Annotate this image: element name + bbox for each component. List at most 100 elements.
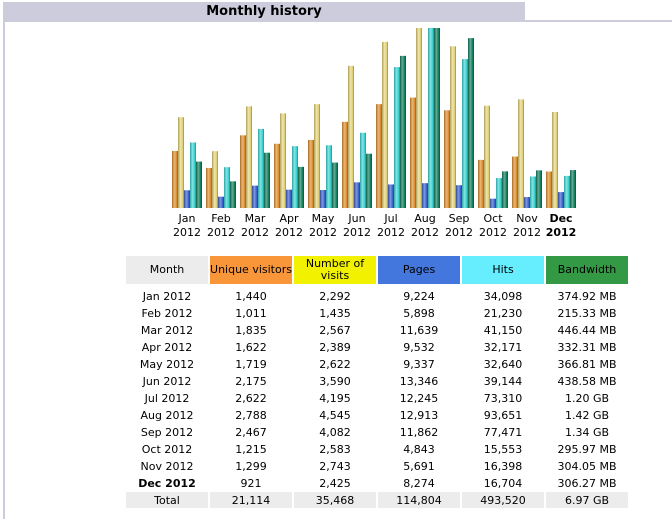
x-tick-year: 2012 (479, 226, 507, 239)
bar-pages-sep-2012 (456, 185, 462, 208)
cell-pages: 5,691 (403, 460, 435, 473)
cell-visits: 2,389 (319, 341, 351, 354)
bar-bandwidth-apr-2012 (298, 166, 304, 208)
x-tick-month: Dec (549, 212, 573, 225)
x-tick-label: May 2012 (305, 212, 341, 240)
cell-unique-visitors: 1,011 (235, 307, 267, 320)
cell-bandwidth: 366.81 MB (557, 358, 617, 371)
bar-visits-jul-2012 (382, 41, 388, 208)
bar-hits-nov-2012 (530, 176, 536, 208)
cell-visits: 3,590 (319, 375, 351, 388)
cell-visits: 2,583 (319, 443, 351, 456)
bar-unique-sep-2012 (444, 110, 450, 208)
header-bandwidth: Bandwidth (546, 256, 628, 288)
cell-unique-visitors: 921 (240, 477, 262, 490)
bar-pages-oct-2012 (490, 198, 496, 208)
cell-month: Feb 2012 (141, 307, 193, 320)
cell-hits: 93,651 (483, 409, 523, 422)
cell-pages: 12,913 (399, 409, 439, 422)
cell-visits: 4,082 (319, 426, 351, 439)
bar-hits-jun-2012 (360, 132, 366, 208)
cell-bandwidth: 1.42 GB (564, 409, 610, 422)
cell-pages: 8,274 (403, 477, 435, 490)
cell-visits: 2,292 (319, 290, 351, 303)
cell-hits: 32,171 (483, 341, 523, 354)
header-hits: Hits (462, 256, 544, 288)
bar-bandwidth-oct-2012 (502, 171, 508, 208)
x-tick-month: Oct (483, 212, 503, 225)
cell-month: Jun 2012 (142, 375, 192, 388)
bar-hits-aug-2012 (428, 28, 434, 208)
cell-pages: 11,862 (399, 426, 439, 439)
bar-bandwidth-mar-2012 (264, 152, 270, 208)
table-row: Jul 2012 2,622 4,195 12,245 73,310 1.20 GB (126, 390, 628, 407)
bar-visits-apr-2012 (280, 113, 286, 208)
bar-unique-aug-2012 (410, 97, 416, 208)
bar-visits-mar-2012 (246, 106, 252, 208)
bar-unique-dec-2012 (546, 171, 552, 208)
cell-bandwidth: 306.27 MB (557, 477, 617, 490)
table-row: Mar 2012 1,835 2,567 11,639 41,150 446.44 MB (126, 322, 628, 339)
total-visits: 35,468 (294, 492, 376, 508)
x-tick-month: Feb (211, 212, 231, 225)
bar-visits-may-2012 (314, 104, 320, 208)
table-row: Jan 2012 1,440 2,292 9,224 34,098 374.92 MB (126, 288, 628, 305)
cell-visits: 2,425 (319, 477, 351, 490)
x-tick-year: 2012 (545, 226, 577, 239)
cell-bandwidth: 215.33 MB (557, 307, 617, 320)
bar-bandwidth-aug-2012 (434, 28, 440, 208)
bar-unique-mar-2012 (240, 135, 246, 208)
bar-pages-mar-2012 (252, 185, 258, 208)
x-tick-year: 2012 (173, 226, 201, 239)
monthly-stats-table: Month Unique visitors Number of visits P… (124, 256, 630, 508)
cell-hits: 39,144 (483, 375, 523, 388)
x-tick-month: Jul (384, 212, 398, 225)
cell-unique-visitors: 2,788 (235, 409, 267, 422)
x-tick-year: 2012 (207, 226, 235, 239)
cell-visits: 2,743 (319, 460, 351, 473)
cell-pages: 9,337 (403, 358, 435, 371)
x-tick-year: 2012 (377, 226, 405, 239)
table-row: Aug 2012 2,788 4,545 12,913 93,651 1.42 GB (126, 407, 628, 424)
cell-unique-visitors: 1,719 (235, 358, 267, 371)
bar-unique-feb-2012 (206, 167, 212, 208)
title-underline (525, 20, 672, 22)
cell-month: Mar 2012 (140, 324, 194, 337)
x-tick-label: Dec 2012 (543, 212, 579, 240)
total-bandwidth: 6.97 GB (546, 492, 628, 508)
section-left-border (3, 22, 5, 519)
bar-pages-dec-2012 (558, 192, 564, 208)
header-pages: Pages (378, 256, 460, 288)
bar-bandwidth-dec-2012 (570, 170, 576, 208)
bar-bandwidth-may-2012 (332, 162, 338, 208)
bar-pages-jul-2012 (388, 184, 394, 208)
x-tick-year: 2012 (309, 226, 337, 239)
cell-bandwidth: 1.34 GB (564, 426, 610, 439)
x-tick-month: Jan (178, 212, 196, 225)
bar-unique-jun-2012 (342, 121, 348, 208)
bar-visits-jun-2012 (348, 65, 354, 209)
bar-visits-aug-2012 (416, 28, 422, 208)
x-tick-month: May (311, 212, 335, 225)
header-unique-visitors: Unique visitors (210, 256, 292, 288)
cell-hits: 15,553 (483, 443, 523, 456)
cell-bandwidth: 304.05 MB (557, 460, 617, 473)
total-month: Total (126, 492, 208, 508)
cell-hits: 16,704 (483, 477, 523, 490)
section-title: Monthly history (206, 4, 322, 19)
cell-month: May 2012 (139, 358, 195, 371)
x-tick-month: Aug (414, 212, 436, 225)
x-tick-year: 2012 (275, 226, 303, 239)
total-row: Total 21,114 35,468 114,804 493,520 6.97 GB (126, 492, 628, 508)
x-tick-year: 2012 (343, 226, 371, 239)
bar-pages-may-2012 (320, 190, 326, 208)
table-header-row: Month Unique visitors Number of visits P… (126, 256, 628, 288)
cell-hits: 41,150 (483, 324, 523, 337)
bar-bandwidth-jan-2012 (196, 161, 202, 208)
total-hits: 493,520 (462, 492, 544, 508)
cell-pages: 9,532 (403, 341, 435, 354)
bar-pages-aug-2012 (422, 183, 428, 208)
bar-bandwidth-nov-2012 (536, 170, 542, 208)
x-tick-label: Oct 2012 (475, 212, 511, 240)
x-tick-label: Jun 2012 (339, 212, 375, 240)
